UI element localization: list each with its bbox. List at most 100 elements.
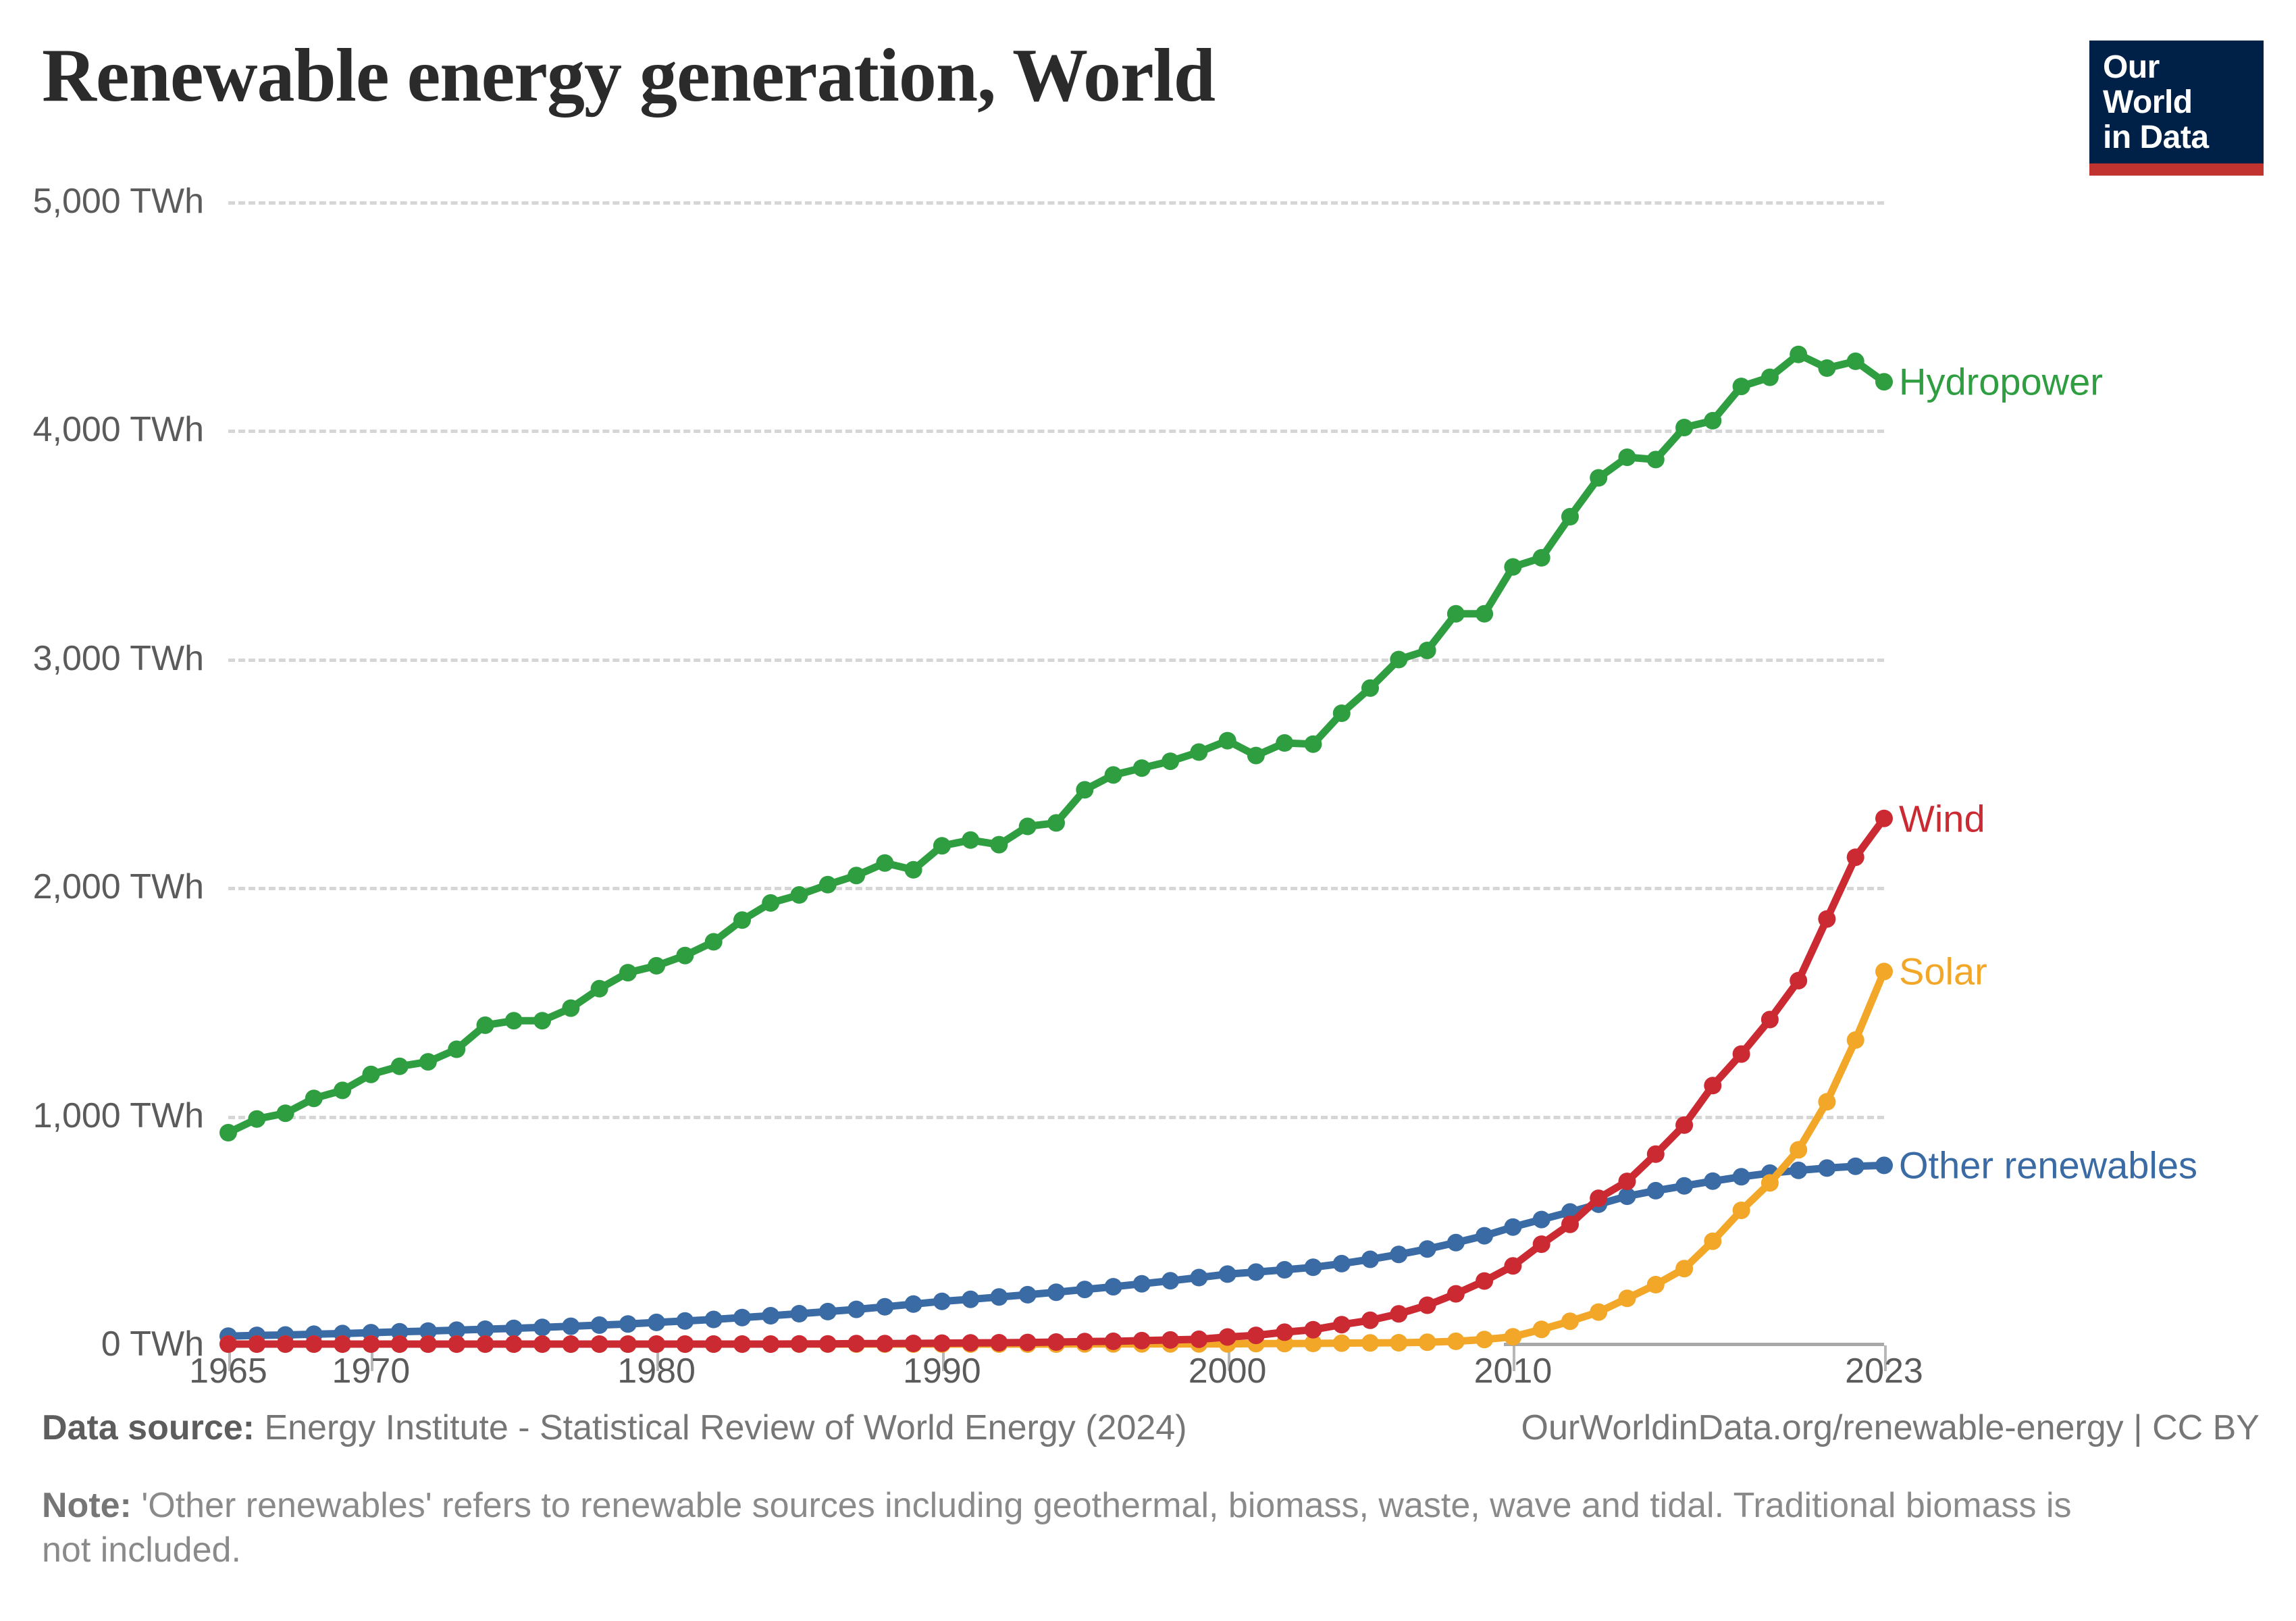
data-point[interactable]: [1047, 1283, 1065, 1302]
data-point[interactable]: [533, 1318, 551, 1337]
data-point[interactable]: [390, 1335, 409, 1353]
data-point[interactable]: [619, 1335, 637, 1353]
data-point[interactable]: [876, 854, 894, 872]
data-point[interactable]: [1446, 1285, 1465, 1303]
data-point[interactable]: [1162, 1272, 1180, 1290]
data-point[interactable]: [1646, 1181, 1665, 1200]
data-point[interactable]: [1218, 731, 1236, 750]
data-point[interactable]: [1846, 1031, 1864, 1049]
data-point[interactable]: [818, 875, 837, 894]
data-point[interactable]: [847, 1335, 866, 1353]
data-point[interactable]: [962, 831, 980, 849]
data-point[interactable]: [1760, 368, 1779, 386]
data-point[interactable]: [704, 933, 723, 951]
data-point[interactable]: [1790, 1141, 1808, 1159]
data-point[interactable]: [1704, 1172, 1722, 1190]
data-point[interactable]: [219, 1124, 237, 1141]
data-point[interactable]: [1646, 1145, 1665, 1163]
data-point[interactable]: [1418, 1333, 1436, 1352]
data-point[interactable]: [847, 867, 866, 885]
data-point[interactable]: [676, 1335, 694, 1353]
data-point[interactable]: [419, 1053, 437, 1071]
data-point[interactable]: [1018, 1333, 1037, 1352]
data-point[interactable]: [733, 1308, 751, 1327]
data-point[interactable]: [1276, 1323, 1294, 1341]
data-point[interactable]: [1218, 1265, 1236, 1283]
data-point[interactable]: [1790, 971, 1808, 989]
data-point[interactable]: [504, 1319, 523, 1337]
series-label-other-renewables[interactable]: Other renewables: [1899, 1143, 2198, 1187]
data-point[interactable]: [276, 1104, 294, 1123]
data-point[interactable]: [733, 911, 751, 929]
data-point[interactable]: [904, 1295, 922, 1313]
data-point[interactable]: [1646, 1276, 1665, 1293]
data-point[interactable]: [1332, 1316, 1351, 1334]
data-point[interactable]: [1361, 679, 1379, 697]
data-point[interactable]: [1018, 817, 1037, 835]
data-point[interactable]: [1476, 1227, 1494, 1245]
data-point[interactable]: [1361, 1250, 1379, 1268]
data-point[interactable]: [533, 1012, 551, 1030]
data-point[interactable]: [1104, 766, 1122, 784]
data-point[interactable]: [362, 1335, 380, 1353]
data-point[interactable]: [1418, 1240, 1436, 1258]
data-point[interactable]: [334, 1081, 352, 1100]
series-label-hydropower[interactable]: Hydropower: [1899, 360, 2103, 403]
data-point[interactable]: [504, 1335, 523, 1353]
owid-logo[interactable]: Our World in Data: [2089, 41, 2264, 176]
data-point[interactable]: [876, 1335, 894, 1353]
data-point[interactable]: [962, 1290, 980, 1308]
data-point[interactable]: [1190, 1268, 1208, 1287]
data-point[interactable]: [562, 999, 580, 1017]
data-point[interactable]: [1760, 1174, 1779, 1192]
data-point[interactable]: [1618, 1173, 1636, 1191]
data-point[interactable]: [1732, 1202, 1750, 1219]
data-point[interactable]: [448, 1321, 466, 1339]
data-point[interactable]: [1818, 1159, 1836, 1177]
data-point[interactable]: [1675, 1116, 1694, 1134]
data-point[interactable]: [1590, 469, 1608, 487]
data-point[interactable]: [1076, 1281, 1094, 1299]
data-point[interactable]: [533, 1335, 551, 1353]
data-point[interactable]: [1304, 1320, 1322, 1339]
data-point[interactable]: [476, 1320, 494, 1338]
data-point[interactable]: [1704, 1077, 1722, 1095]
data-point[interactable]: [1332, 1334, 1351, 1352]
data-point[interactable]: [847, 1300, 866, 1318]
data-point[interactable]: [1732, 378, 1750, 396]
data-point[interactable]: [1818, 910, 1836, 928]
data-point[interactable]: [248, 1335, 266, 1353]
data-point[interactable]: [390, 1057, 409, 1075]
data-point[interactable]: [1646, 451, 1665, 469]
data-point[interactable]: [1247, 746, 1265, 765]
data-point[interactable]: [1561, 1215, 1579, 1233]
data-point[interactable]: [818, 1335, 837, 1353]
data-point[interactable]: [962, 1334, 980, 1352]
data-point[interactable]: [1361, 1311, 1379, 1329]
data-point[interactable]: [1504, 1218, 1522, 1236]
data-point[interactable]: [704, 1310, 723, 1329]
data-point[interactable]: [1276, 734, 1294, 752]
data-point[interactable]: [334, 1335, 352, 1353]
data-point[interactable]: [1590, 1303, 1608, 1321]
data-point[interactable]: [1190, 743, 1208, 761]
data-point[interactable]: [419, 1335, 437, 1353]
data-point[interactable]: [619, 964, 637, 982]
data-point[interactable]: [1390, 650, 1408, 669]
data-point[interactable]: [1561, 1312, 1579, 1331]
data-point[interactable]: [1162, 752, 1180, 771]
data-point[interactable]: [676, 946, 694, 964]
data-point[interactable]: [1104, 1278, 1122, 1296]
data-point[interactable]: [648, 1335, 666, 1353]
data-point[interactable]: [419, 1322, 437, 1340]
data-point[interactable]: [990, 1288, 1008, 1306]
data-point[interactable]: [1504, 1257, 1522, 1275]
data-point[interactable]: [1446, 1332, 1465, 1350]
data-point[interactable]: [1446, 604, 1465, 623]
data-point[interactable]: [933, 1334, 951, 1352]
series-label-solar[interactable]: Solar: [1899, 950, 1987, 993]
data-point[interactable]: [1875, 809, 1893, 827]
data-point[interactable]: [1076, 1333, 1094, 1351]
data-point[interactable]: [876, 1297, 894, 1316]
data-point[interactable]: [904, 860, 922, 879]
